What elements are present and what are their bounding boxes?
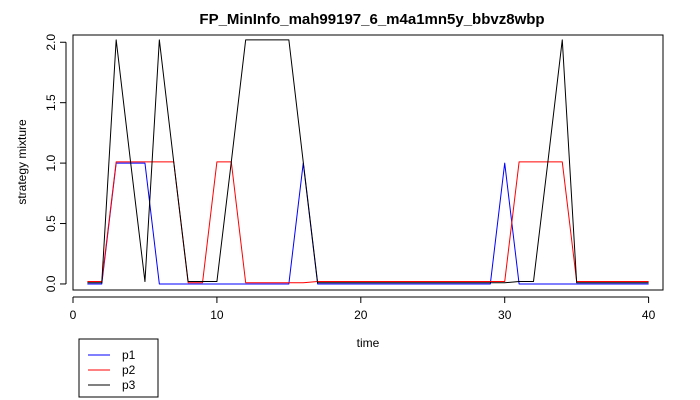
legend-label-p3: p3 xyxy=(122,378,136,392)
chart-title: FP_MinInfo_mah99197_6_m4a1mn5y_bbvz8wbp xyxy=(199,11,544,28)
y-axis: 0.0 0.5 1.0 1.5 2.0 xyxy=(44,34,67,292)
legend-label-p1: p1 xyxy=(122,348,136,362)
series-layer xyxy=(87,39,649,285)
x-axis: 0 10 20 30 40 xyxy=(70,296,656,322)
series-line-p1 xyxy=(87,162,649,285)
x-tick-label: 30 xyxy=(498,308,512,322)
y-tick-label: 0.0 xyxy=(44,275,58,292)
x-tick-label: 10 xyxy=(210,308,224,322)
series-line-p3 xyxy=(87,39,649,284)
y-tick-label: 0.5 xyxy=(44,215,58,232)
x-tick-label: 40 xyxy=(642,308,656,322)
series-line-p2 xyxy=(87,161,649,284)
legend-box xyxy=(78,338,159,398)
legend-label-p2: p2 xyxy=(122,363,136,377)
plot-frame xyxy=(72,34,664,291)
x-tick-label: 20 xyxy=(354,308,368,322)
x-axis-label: time xyxy=(357,336,380,350)
y-tick-label: 2.0 xyxy=(44,34,58,51)
y-axis-label: strategy mixture xyxy=(15,119,29,205)
x-tick-label: 0 xyxy=(70,308,77,322)
y-tick-label: 1.0 xyxy=(44,154,58,171)
y-tick-label: 1.5 xyxy=(44,94,58,111)
